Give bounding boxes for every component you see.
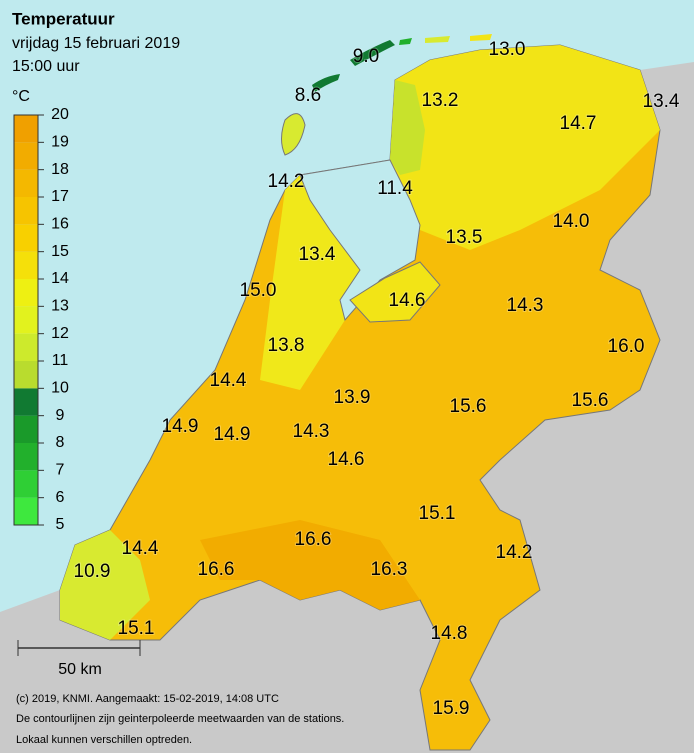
legend-band: [14, 333, 38, 361]
legend-frame: [13, 114, 39, 526]
station-value: 13.4: [299, 244, 336, 265]
station-value: 14.3: [507, 295, 544, 316]
station-value: 14.8: [431, 623, 468, 644]
station-value: 13.9: [334, 387, 371, 408]
legend-band: [14, 224, 38, 252]
legend-band: [14, 443, 38, 471]
station-value: 16.0: [608, 336, 645, 357]
legend-band: [14, 115, 38, 143]
legend-tick-label: 15: [51, 243, 69, 260]
legend-tick-label: 17: [51, 188, 69, 205]
legend-band: [14, 306, 38, 334]
legend-tick-label: 18: [51, 161, 69, 178]
station-value: 14.6: [389, 290, 426, 311]
legend-band: [14, 497, 38, 525]
station-value: 16.3: [371, 559, 408, 580]
sea: [0, 0, 694, 612]
legend-band: [14, 361, 38, 389]
station-value: 14.9: [214, 424, 251, 445]
legend-tick-label: 19: [51, 134, 69, 151]
legend-band: [14, 279, 38, 307]
station-value: 13.5: [446, 227, 483, 248]
station-value: 14.0: [553, 211, 590, 232]
legend-band: [14, 142, 38, 170]
station-value: 8.6: [295, 85, 321, 106]
legend-tick-label: 8: [56, 434, 65, 451]
zeeland-cool-zone: [60, 530, 150, 640]
station-value: 16.6: [198, 559, 235, 580]
subtitle-date: vrijdag 15 februari 2019: [12, 35, 180, 52]
station-value: 15.9: [433, 698, 470, 719]
legend-band: [14, 197, 38, 225]
station-value: 14.7: [560, 113, 597, 134]
legend-band: [14, 251, 38, 279]
flevoland: [349, 261, 441, 323]
station-value: 16.6: [295, 529, 332, 550]
title: Temperatuur: [12, 9, 115, 28]
station-value: 13.0: [489, 39, 526, 60]
west-zone: [260, 175, 360, 390]
legend-tick-label: 12: [51, 325, 69, 342]
legend-band: [14, 415, 38, 443]
footer-line: Lokaal kunnen verschillen optreden.: [16, 734, 192, 746]
station-value: 13.4: [643, 91, 680, 112]
island-ameland: [399, 38, 412, 45]
legend-band: [14, 169, 38, 197]
legend-band: [14, 388, 38, 416]
island-vlieland: [312, 74, 340, 92]
south-warm-zone: [200, 520, 420, 610]
station-value: 9.0: [353, 46, 379, 67]
legend-tick-label: 16: [51, 216, 69, 233]
subtitle-time: 15:00 uur: [12, 58, 80, 75]
north-zone: [390, 45, 660, 250]
legend-tick-label: 6: [56, 489, 65, 506]
station-value: 14.4: [122, 538, 159, 559]
station-value: 14.2: [496, 542, 533, 563]
station-value: 14.2: [268, 171, 305, 192]
station-value: 15.0: [240, 280, 277, 301]
station-value: 11.4: [377, 178, 413, 199]
station-value: 15.1: [118, 618, 155, 639]
legend-band: [14, 470, 38, 498]
island-schiermonnikoog: [425, 36, 450, 43]
legend-unit: °C: [12, 88, 30, 105]
friesland-cool-zone: [390, 80, 425, 175]
legend-tick-label: 11: [52, 352, 69, 369]
legend-tick-label: 20: [51, 106, 69, 123]
legend-tick-label: 14: [51, 270, 69, 287]
station-value: 15.6: [450, 396, 487, 417]
legend-tick-label: 10: [51, 380, 69, 397]
station-value: 13.8: [268, 335, 305, 356]
station-value: 10.9: [74, 561, 111, 582]
legend-tick-label: 5: [56, 516, 65, 533]
station-value: 14.4: [210, 370, 247, 391]
station-value: 14.9: [162, 416, 199, 437]
footer-line: De contourlijnen zijn geinterpoleerde me…: [16, 713, 344, 725]
legend-tick-label: 9: [56, 407, 65, 424]
station-value: 15.1: [419, 503, 456, 524]
footer-line: (c) 2019, KNMI. Aangemaakt: 15-02-2019, …: [16, 693, 279, 705]
station-value: 14.3: [293, 421, 330, 442]
island-texel: [281, 113, 306, 156]
island-rottumeroog: [470, 34, 492, 41]
station-value: 13.2: [422, 90, 459, 111]
legend-tick-label: 7: [56, 462, 65, 479]
scale-label: 50 km: [58, 661, 102, 678]
station-value: 15.6: [572, 390, 609, 411]
legend-tick-label: 13: [51, 298, 69, 315]
station-value: 14.6: [328, 449, 365, 470]
island-terschelling: [350, 40, 395, 66]
